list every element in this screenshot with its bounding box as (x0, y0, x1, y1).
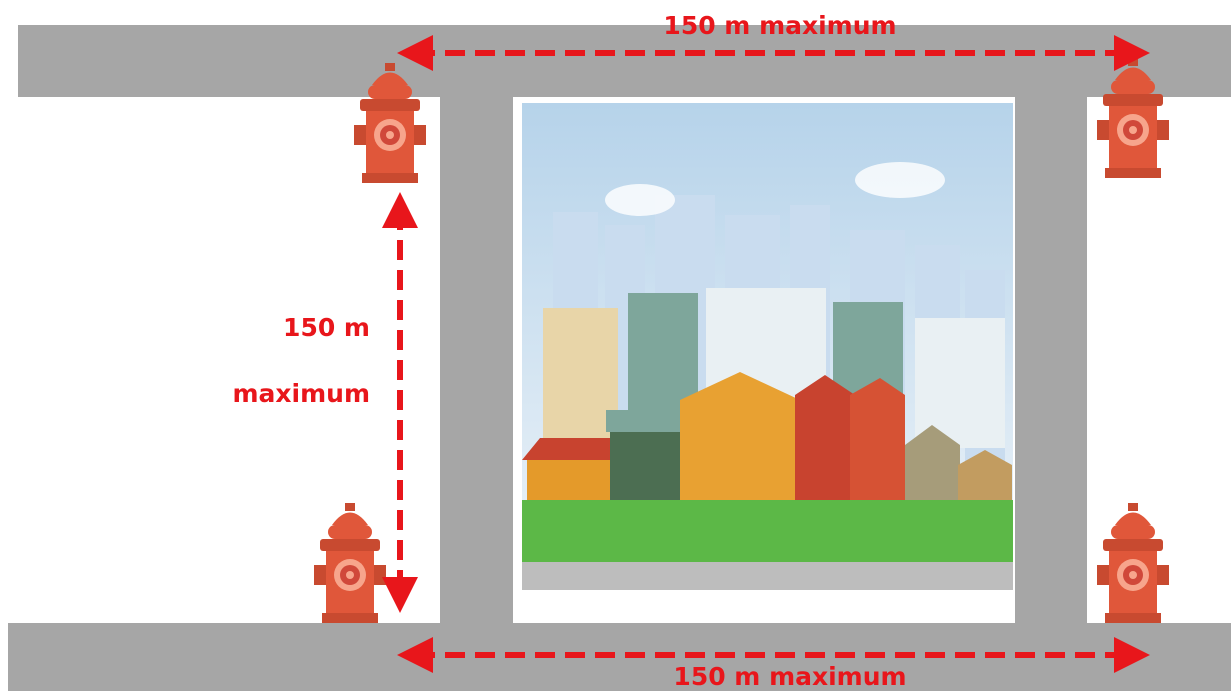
distance-label: 150 m maximum (663, 11, 896, 40)
road-right (1015, 97, 1087, 623)
distance-label: 150 m (283, 313, 370, 342)
road-left (440, 97, 513, 623)
road-top (18, 25, 1231, 97)
hydrant (314, 503, 386, 623)
city-illustration (522, 103, 1013, 590)
hydrant (1097, 503, 1169, 623)
distance-label: 150 m maximum (673, 662, 906, 691)
distance-label: maximum (232, 379, 370, 408)
